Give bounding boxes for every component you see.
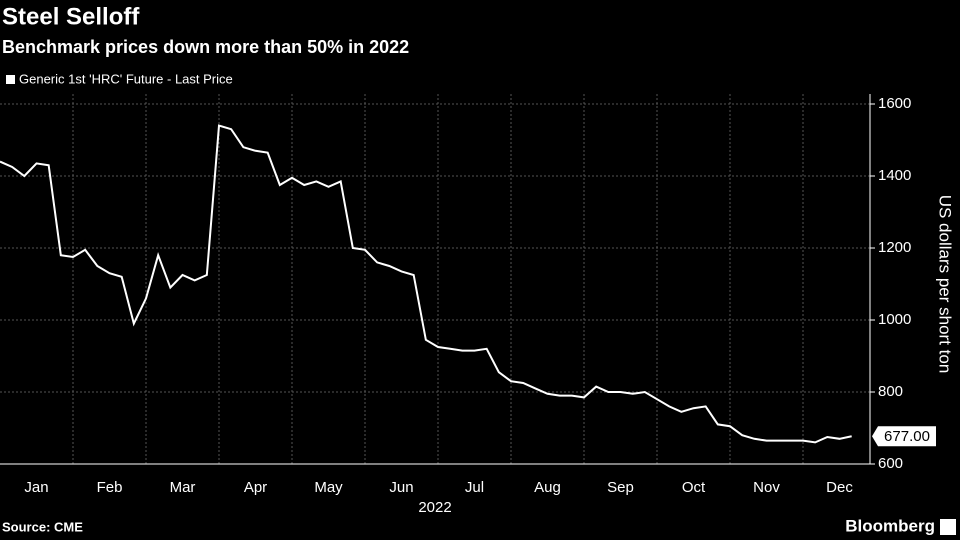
legend-label: Generic 1st 'HRC' Future - Last Price [19, 71, 233, 86]
y-tick-label: 1600 [878, 95, 911, 112]
x-tick-label: Apr [244, 479, 267, 496]
value-label: 677.00 [884, 428, 930, 445]
x-tick-label: Jul [465, 479, 484, 496]
x-tick-label: Feb [97, 479, 123, 496]
y-tick-label: 800 [878, 383, 903, 400]
x-tick-label: Dec [826, 479, 853, 496]
y-tick-label: 1400 [878, 167, 911, 184]
x-tick-label: May [314, 479, 343, 496]
y-axis-label: US dollars per short ton [936, 195, 955, 374]
legend-swatch [6, 75, 15, 84]
price-line [0, 124, 852, 444]
chart-subtitle: Benchmark prices down more than 50% in 2… [2, 37, 409, 57]
brand-icon [940, 519, 956, 535]
x-tick-label: Jan [24, 479, 48, 496]
y-tick-label: 600 [878, 455, 903, 472]
x-tick-label: Sep [607, 479, 634, 496]
x-tick-label: Mar [170, 479, 196, 496]
brand: Bloomberg [845, 516, 935, 535]
x-tick-label: Nov [753, 479, 780, 496]
chart-title: Steel Selloff [2, 3, 140, 30]
x-tick-label: Oct [682, 479, 706, 496]
y-tick-label: 1200 [878, 239, 911, 256]
source: Source: CME [2, 519, 83, 534]
x-tick-label: Jun [389, 479, 413, 496]
x-tick-label: Aug [534, 479, 561, 496]
value-callout [872, 426, 936, 447]
x-axis-label: 2022 [418, 499, 451, 516]
y-tick-label: 1000 [878, 311, 911, 328]
